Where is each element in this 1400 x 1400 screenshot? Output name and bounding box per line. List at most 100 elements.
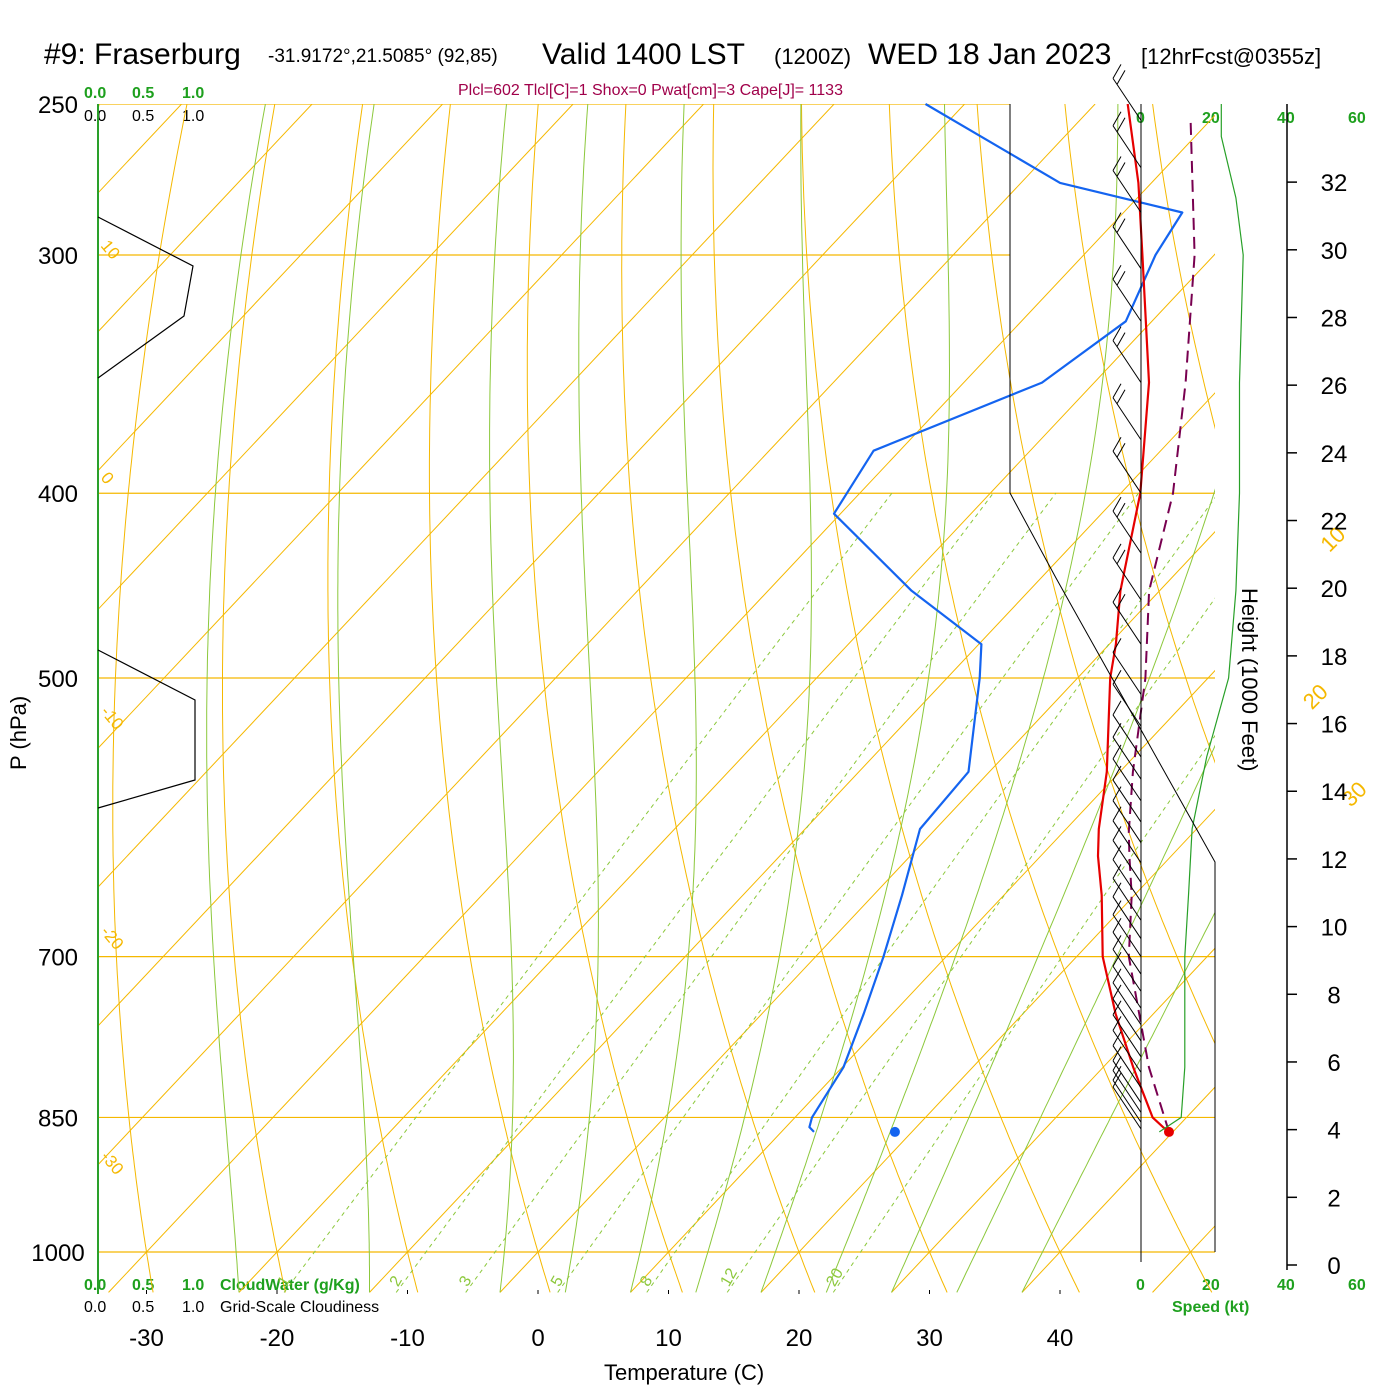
moist-adiabat-line xyxy=(630,104,697,1293)
speed-tick-label: 40 xyxy=(1277,110,1295,127)
pressure-tick-label: 700 xyxy=(38,945,78,972)
wind-barb-staff xyxy=(1112,78,1142,121)
wind-barb-staff xyxy=(1112,397,1142,441)
height-tick-label: 14 xyxy=(1321,779,1348,806)
speed-scale-top: 0 20 40 60 xyxy=(1136,110,1366,128)
mixing-ratio-label: 5 xyxy=(548,1273,567,1289)
wind-barb-staff xyxy=(1112,1079,1142,1123)
wind-barb-flag xyxy=(1112,864,1122,879)
parcel-parameters: Plcl=602 Tlcl[C]=1 Shox=0 Pwat[cm]=3 Cap… xyxy=(458,82,843,99)
wind-barb-staff xyxy=(1112,1070,1142,1113)
wind-barb-flag xyxy=(1112,212,1122,227)
dewpoint-line xyxy=(808,103,1184,1133)
height-tick-label: 32 xyxy=(1321,170,1348,197)
speed-tick-label: 0 xyxy=(1136,1277,1145,1294)
wind-barb-flag xyxy=(1112,638,1122,653)
wind-barb-flag xyxy=(1116,218,1126,233)
wind-barb-flag xyxy=(1112,917,1122,933)
wind-barb xyxy=(1112,326,1142,383)
temperature-tick-label: 20 xyxy=(786,1325,813,1352)
dry-adiabat-line xyxy=(712,104,948,1293)
dry-adiabat-line xyxy=(327,104,419,1293)
zulu-time: (1200Z) xyxy=(774,44,852,69)
wind-barb xyxy=(1112,265,1142,322)
wind-barb xyxy=(1112,64,1142,121)
height-tick-label: 2 xyxy=(1327,1185,1340,1212)
wind-barb-flag xyxy=(1112,1016,1122,1031)
mixing-ratio-line xyxy=(832,734,1215,1293)
wind-barb-flag xyxy=(1112,806,1122,822)
pressure-tick-label: 250 xyxy=(38,92,78,119)
dry-adiabat-label: -30 xyxy=(97,1147,127,1178)
station-coords: -31.9172°,21.5085° (92,85) xyxy=(268,46,498,67)
height-tick-label: 24 xyxy=(1321,441,1348,468)
dry-adiabat-line xyxy=(888,104,1213,1293)
temperature-line xyxy=(1096,103,1170,1133)
moist-adiabat-line xyxy=(695,104,812,1293)
background-grid xyxy=(98,104,1215,1293)
wind-barb xyxy=(1112,968,1142,1026)
wind-barb-flag xyxy=(1112,1072,1122,1088)
wind-barb-flag xyxy=(1112,935,1122,950)
height-tick-label: 12 xyxy=(1321,847,1348,874)
wind-barb-staff xyxy=(1112,557,1142,601)
x-axis-title: Temperature (C) xyxy=(604,1360,765,1385)
wind-barb-staff xyxy=(1112,1045,1142,1088)
temperature-tick-label: -20 xyxy=(260,1325,295,1352)
cloudiness-profile xyxy=(97,216,194,379)
wind-barb-staff xyxy=(1112,736,1142,780)
wind-barb xyxy=(1112,1072,1142,1130)
speed-tick-label: 0 xyxy=(1136,110,1145,127)
wind-barb-staff xyxy=(1112,340,1142,383)
wind-barb xyxy=(1112,638,1142,695)
wind-barb xyxy=(1112,156,1142,213)
cloudiness-profile xyxy=(97,649,196,809)
wind-barb-flag xyxy=(1116,389,1126,405)
wind-barb-staff xyxy=(1112,278,1142,322)
height-tick-label: 10 xyxy=(1321,915,1348,942)
isotherm-line xyxy=(499,531,1215,1293)
height-tick-label: 6 xyxy=(1327,1050,1340,1077)
wind-barb xyxy=(1112,587,1142,645)
temperature-tick-label: -10 xyxy=(390,1325,425,1352)
wind-barb xyxy=(1112,383,1142,441)
wind-barb-flag xyxy=(1116,117,1126,132)
height-tick-label: 16 xyxy=(1321,712,1348,739)
surface-temperature-marker xyxy=(1163,1126,1174,1137)
valid-date: WED 18 Jan 2023 xyxy=(868,38,1112,71)
wind-barb-flag xyxy=(1112,968,1122,983)
moist-adiabat-line xyxy=(564,104,599,1293)
wind-barb-flag xyxy=(1112,700,1122,716)
wind-barb-flag xyxy=(1116,593,1126,609)
moist-adiabat-line xyxy=(489,104,514,1293)
isotherm-line xyxy=(98,104,182,194)
wind-barb-flag xyxy=(1112,765,1122,781)
wind-barb-staff xyxy=(1112,1086,1142,1130)
height-tick-label: 30 xyxy=(1321,238,1348,265)
height-tick-label: 28 xyxy=(1321,305,1348,332)
wind-barb-flag xyxy=(1112,1046,1122,1061)
pressure-tick-label: 400 xyxy=(38,481,78,508)
dry-adiabat-label: 10 xyxy=(97,236,124,263)
height-tick-label: 18 xyxy=(1321,644,1348,671)
mixing-ratio-line xyxy=(646,496,1215,1293)
wind-barb-staff xyxy=(1112,652,1142,695)
dry-adiabat-line xyxy=(428,104,551,1293)
isotherm-line xyxy=(98,104,443,472)
mixing-ratio-label: 12 xyxy=(717,1265,741,1289)
wind-barb xyxy=(1112,882,1142,939)
cloudwater-tick-label: 1.0 xyxy=(182,85,205,102)
wind-barb xyxy=(1112,826,1142,883)
forecast-info: [12hrFcst@0355z] xyxy=(1141,44,1322,69)
wind-barb xyxy=(1112,1046,1142,1103)
wind-barb xyxy=(1112,845,1142,902)
wind-barb-staff xyxy=(1112,779,1142,823)
wind-barb xyxy=(1112,496,1142,554)
wind-barb-flag xyxy=(1112,156,1122,171)
wind-barb-staff xyxy=(1112,931,1142,975)
wind-barb-staff xyxy=(1112,896,1142,939)
wind-barbs xyxy=(1112,64,1142,1130)
dry-adiabat-label: -20 xyxy=(97,922,127,953)
wind-barb xyxy=(1112,935,1142,992)
wind-barb-flag xyxy=(1112,543,1122,559)
